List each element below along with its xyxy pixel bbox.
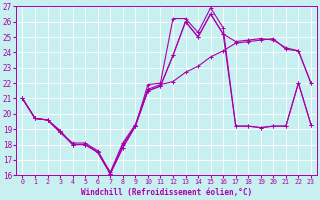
X-axis label: Windchill (Refroidissement éolien,°C): Windchill (Refroidissement éolien,°C) <box>81 188 252 197</box>
